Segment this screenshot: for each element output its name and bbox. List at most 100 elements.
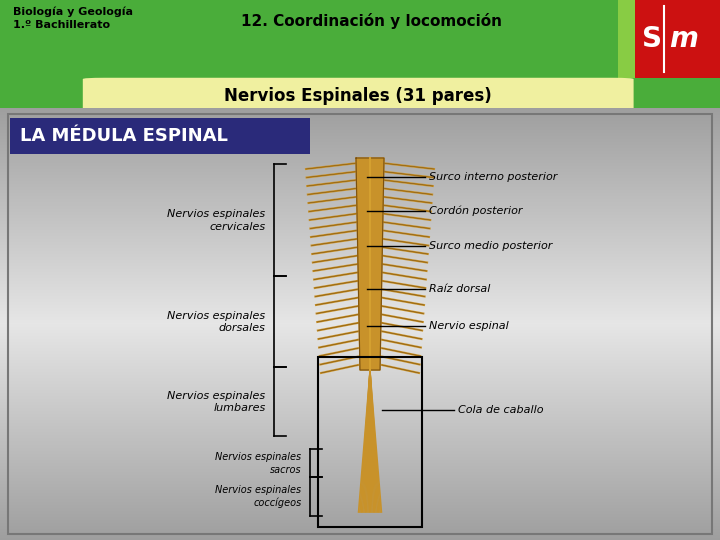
Bar xyxy=(0,311,720,312)
Bar xyxy=(0,282,720,283)
Bar xyxy=(0,431,720,432)
Bar xyxy=(0,227,720,228)
Bar xyxy=(0,222,720,223)
Bar xyxy=(0,326,720,327)
Bar xyxy=(0,192,720,193)
Bar xyxy=(0,127,720,128)
Bar xyxy=(0,204,720,205)
Text: LA MÉDULA ESPINAL: LA MÉDULA ESPINAL xyxy=(20,127,228,145)
Bar xyxy=(0,118,720,119)
Bar xyxy=(0,460,720,461)
Bar xyxy=(0,371,720,372)
Bar xyxy=(0,142,720,143)
Bar xyxy=(0,239,720,240)
Bar xyxy=(0,180,720,181)
Bar xyxy=(0,133,720,134)
Bar xyxy=(0,242,720,243)
Bar xyxy=(0,153,720,154)
Bar xyxy=(0,210,720,211)
Bar xyxy=(0,471,720,472)
Bar xyxy=(0,116,720,117)
Bar xyxy=(0,132,720,133)
Bar xyxy=(0,317,720,318)
Bar xyxy=(0,358,720,359)
Bar xyxy=(0,346,720,347)
Bar xyxy=(0,475,720,476)
Bar xyxy=(0,273,720,274)
Bar xyxy=(0,533,720,534)
Bar xyxy=(0,529,720,530)
Bar xyxy=(0,403,720,404)
Bar xyxy=(0,123,720,124)
Bar xyxy=(0,445,720,446)
Bar xyxy=(0,162,720,163)
Bar xyxy=(0,523,720,524)
Bar xyxy=(0,206,720,207)
Bar xyxy=(0,487,720,488)
Bar xyxy=(0,390,720,391)
Bar xyxy=(0,340,720,341)
Bar xyxy=(0,154,720,155)
Bar xyxy=(0,418,720,419)
Bar xyxy=(0,275,720,276)
Bar xyxy=(0,394,720,395)
Bar xyxy=(0,367,720,368)
Bar xyxy=(0,409,720,410)
Bar xyxy=(0,472,720,473)
Bar xyxy=(0,306,720,307)
Bar xyxy=(0,364,720,365)
Bar xyxy=(0,382,720,383)
Bar xyxy=(0,497,720,498)
Bar xyxy=(0,360,720,361)
Bar xyxy=(0,451,720,452)
Bar xyxy=(0,253,720,254)
Bar xyxy=(0,513,720,514)
Bar xyxy=(0,461,720,462)
Bar xyxy=(0,148,720,149)
Bar xyxy=(0,202,720,203)
Bar xyxy=(0,250,720,251)
Bar xyxy=(0,411,720,412)
Bar xyxy=(0,479,720,480)
Bar xyxy=(0,321,720,322)
Bar xyxy=(0,108,720,109)
Bar xyxy=(0,214,720,215)
Bar xyxy=(0,262,720,263)
Bar xyxy=(0,126,720,127)
Bar xyxy=(0,492,720,493)
Bar xyxy=(0,359,720,360)
Bar xyxy=(0,183,720,184)
Bar xyxy=(0,536,720,537)
Text: S: S xyxy=(642,25,662,53)
Bar xyxy=(0,259,720,260)
Bar xyxy=(0,143,720,144)
Bar xyxy=(0,135,720,136)
Bar xyxy=(0,233,720,234)
Bar xyxy=(0,211,720,212)
Bar xyxy=(0,244,720,245)
Bar xyxy=(0,285,720,286)
Bar xyxy=(0,150,720,151)
Text: Cola de caballo: Cola de caballo xyxy=(458,406,543,415)
Bar xyxy=(0,459,720,460)
Bar xyxy=(0,113,720,114)
Bar xyxy=(0,187,720,188)
Bar xyxy=(0,217,720,218)
Bar xyxy=(0,481,720,482)
Bar xyxy=(0,446,720,447)
Bar xyxy=(0,458,720,459)
Bar xyxy=(0,288,720,289)
Bar xyxy=(0,297,720,298)
Bar xyxy=(0,387,720,388)
Bar xyxy=(0,323,720,324)
Bar xyxy=(0,266,720,267)
Bar xyxy=(0,251,720,252)
Bar xyxy=(0,168,720,169)
Bar xyxy=(0,423,720,424)
Bar xyxy=(0,351,720,352)
Bar xyxy=(0,196,720,197)
Bar xyxy=(0,514,720,515)
Bar xyxy=(0,353,720,354)
Bar xyxy=(0,284,720,285)
Bar xyxy=(0,352,720,353)
